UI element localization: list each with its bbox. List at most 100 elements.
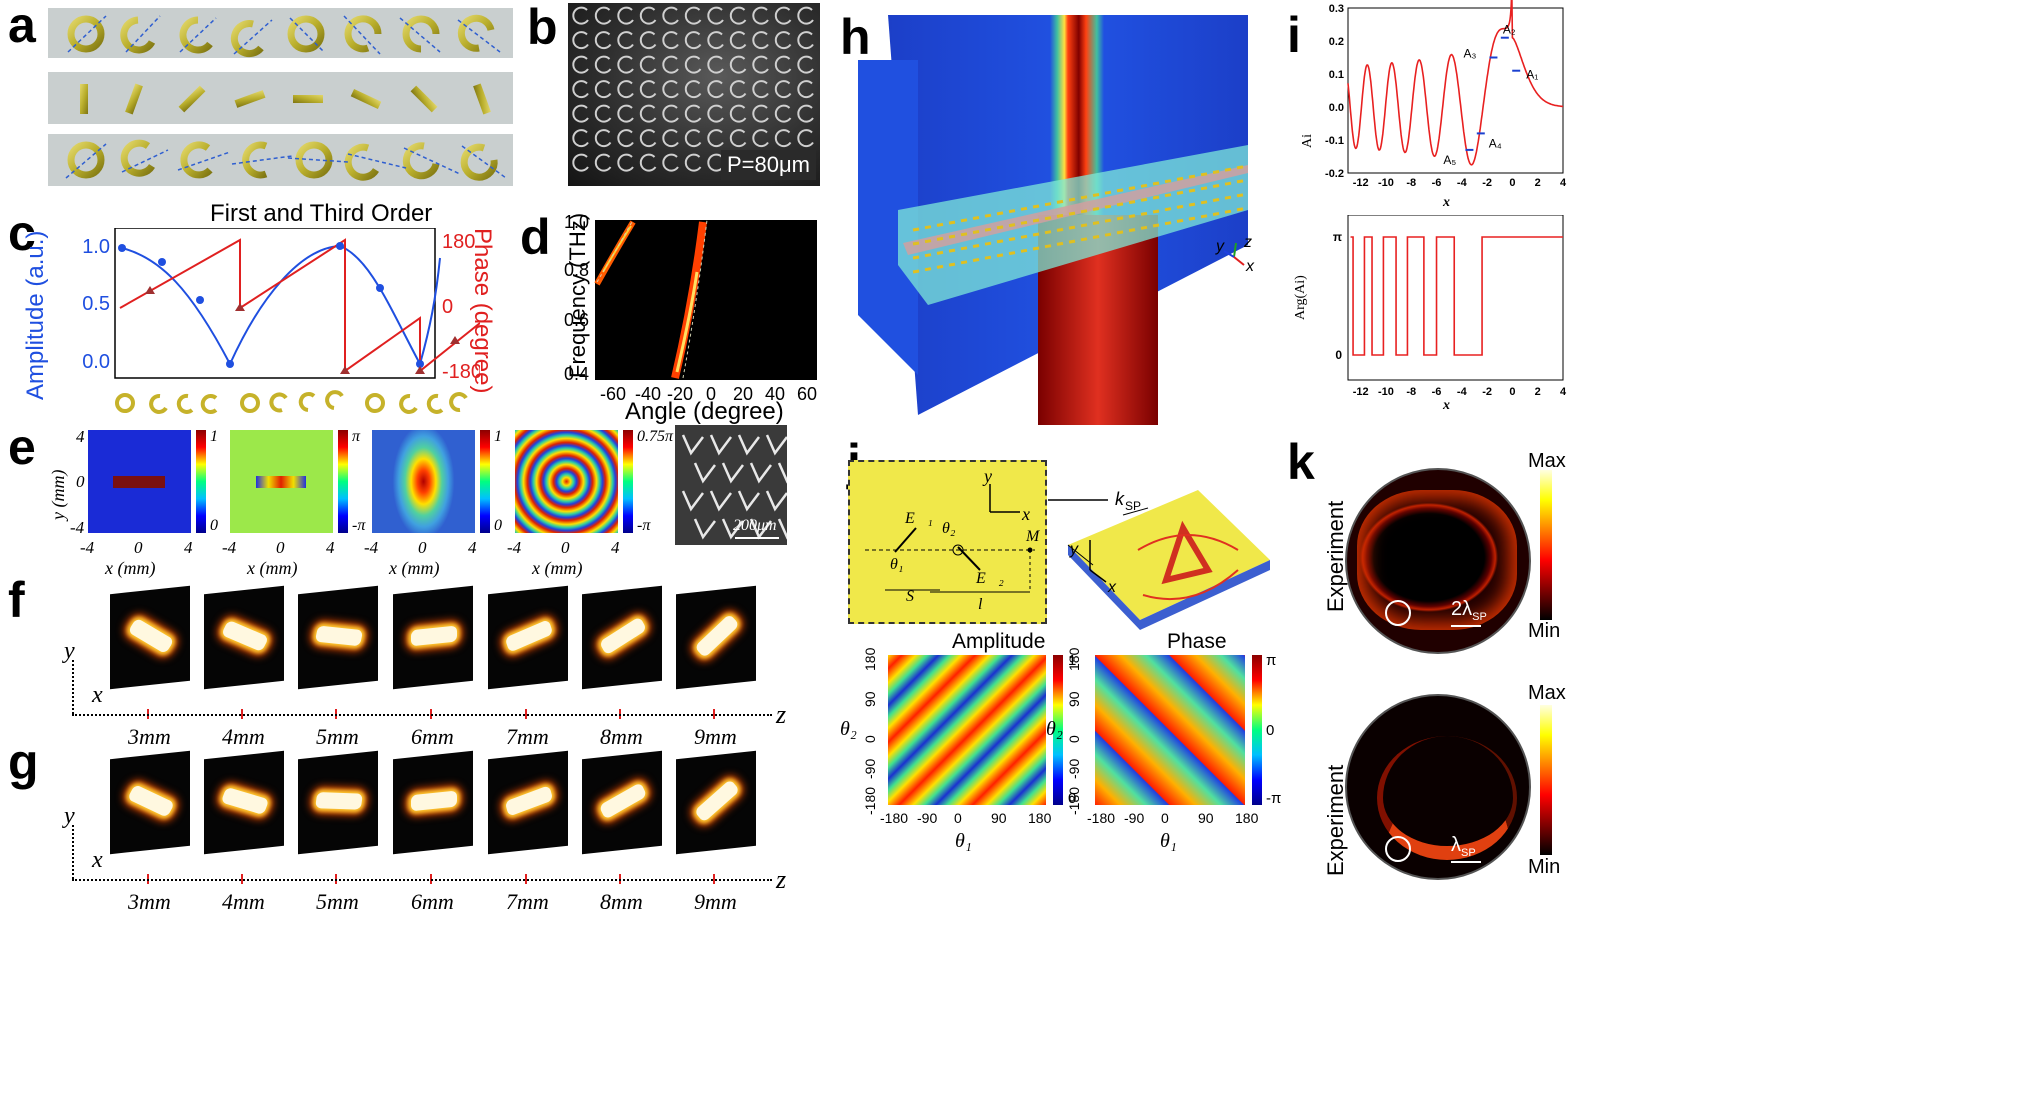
right-tick: 180 — [442, 231, 475, 253]
j-axis-y2: y — [1069, 541, 1079, 558]
e-xtick: -4 — [364, 538, 379, 557]
split-ring — [180, 141, 213, 179]
metasurface-antennas — [912, 165, 1244, 274]
distance-label: 8mm — [600, 724, 643, 749]
e-xtick: 4 — [611, 538, 620, 557]
e-sem-image: 200μm — [675, 425, 787, 545]
i-top-xlabel: x — [1443, 195, 1450, 210]
split-ring — [344, 15, 382, 53]
svg-text:0: 0 — [1509, 386, 1515, 398]
k-experiment-2: λSP — [1345, 694, 1531, 880]
scale-bar — [735, 537, 779, 539]
i-top-ylabel: Ai — [1300, 134, 1315, 148]
k-colorbar-1 — [1540, 470, 1552, 620]
svg-text:0.2: 0.2 — [1329, 36, 1344, 48]
colorbar — [338, 430, 348, 533]
x-tick: -40 — [635, 384, 661, 404]
row-2-bars — [80, 83, 491, 115]
j-ylabel: θ₂ — [840, 718, 857, 740]
cb-tick: 1 — [494, 428, 502, 445]
svg-text:-6: -6 — [1432, 386, 1442, 398]
panel-i-airy-amplitude: 0.3 0.2 0.1 0.0 -0.1 -0.2 -12 -10 -8 -6 -4 -2 0 2 4 A₂ A… — [1325, 0, 1567, 189]
x-tick: 60 — [797, 384, 817, 404]
scale-label: 2λSP — [1451, 598, 1487, 623]
row-1-background — [48, 8, 513, 58]
j-e1: E⃗₁ — [905, 510, 933, 527]
panel-label-d: d — [520, 209, 551, 265]
panel-label-e: e — [8, 419, 36, 475]
j-e2: E⃗₂ — [976, 570, 1004, 587]
j-3d-plasmonic-sketch: k SP y x — [1048, 489, 1270, 630]
split-ring — [402, 142, 440, 180]
split-ring — [120, 139, 155, 177]
row-1-axes — [67, 15, 501, 55]
svg-text:-6: -6 — [1432, 177, 1442, 189]
beam-frame — [110, 585, 190, 690]
row-3-axes — [65, 143, 507, 179]
x-tick: -20 — [667, 384, 693, 404]
svg-text:-0.1: -0.1 — [1325, 135, 1344, 147]
panel-label-c: c — [8, 205, 36, 261]
y-tick: 0.6 — [564, 310, 589, 330]
e-xlabel: x (mm) — [247, 558, 298, 578]
e-xtick: 0 — [134, 538, 143, 557]
scale-label: P=80μm — [721, 150, 816, 180]
phase-markers — [145, 286, 460, 374]
svg-text:4: 4 — [1560, 386, 1567, 398]
split-ring — [295, 141, 333, 179]
amplitude-markers — [118, 242, 424, 368]
x-tick: 0 — [706, 384, 716, 404]
j-k: k — [1115, 489, 1125, 509]
y-tick: 0.4 — [564, 364, 589, 384]
e-map-phase-target — [230, 430, 333, 533]
beam-frame — [393, 585, 473, 690]
svg-text:A₁: A₁ — [1526, 68, 1538, 82]
split-ring — [242, 141, 268, 179]
svg-text:2: 2 — [1535, 177, 1541, 189]
z-axis-line — [72, 714, 772, 716]
j-l: l — [978, 596, 983, 613]
cb-tick: 0 — [1068, 790, 1077, 807]
panel-c-chart: 1.0 0.5 0.0 180 0 -180 — [82, 228, 480, 414]
phase-curve — [119, 238, 480, 374]
z-axis-line — [72, 879, 772, 881]
beam-frame — [298, 585, 378, 690]
e-xtick: 0 — [276, 538, 285, 557]
beam-frame — [676, 585, 756, 690]
distance-label: 5mm — [316, 724, 359, 749]
j-amplitude-map — [888, 655, 1046, 805]
distance-label: 6mm — [411, 889, 454, 914]
e-xtick: 4 — [326, 538, 335, 557]
left-tick: 0.5 — [82, 293, 110, 315]
e-xtick: -4 — [80, 538, 95, 557]
svg-text:-8: -8 — [1406, 177, 1416, 189]
svg-text:2: 2 — [1535, 386, 1541, 398]
distance-label: 8mm — [600, 889, 643, 914]
chart-c-ylabel-left: Amplitude (a.u.) — [22, 230, 49, 400]
e-xtick: 0 — [561, 538, 570, 557]
row-2-background — [48, 72, 513, 124]
chart-d-xlabel: Angle (degree) — [625, 398, 784, 425]
j-diagram-box: y x E⃗₁ θ₂ θ₁ E⃗₂ S l M — [848, 460, 1047, 624]
e-ytick: 0 — [76, 472, 85, 491]
axis-z: z — [1243, 234, 1252, 251]
cb-tick: 0.75π — [637, 428, 674, 445]
e-ytick: -4 — [70, 518, 85, 537]
beam-frame — [488, 585, 568, 690]
svg-text:0.1: 0.1 — [1329, 69, 1344, 81]
axis-y-label: y — [64, 638, 75, 664]
plot-frame — [114, 228, 436, 379]
panel-label-i: i — [1287, 7, 1301, 63]
cb-tick: π — [352, 428, 361, 445]
j-phase-title: Phase — [1167, 630, 1227, 653]
panel-i-airy-phase: π 0 -12 -10 -8 -6 -4 -2 0 2 4 — [1333, 215, 1567, 398]
distance-label: 3mm — [128, 724, 171, 749]
e-xlabel: x (mm) — [532, 558, 583, 578]
cb-max: Max — [1528, 450, 1566, 472]
svg-text:A₄: A₄ — [1489, 136, 1502, 150]
panel-label-k: k — [1287, 434, 1315, 490]
e-xtick: -4 — [222, 538, 237, 557]
svg-text:A₂: A₂ — [1503, 23, 1516, 37]
beam-frame — [393, 750, 473, 855]
split-ring — [230, 20, 264, 58]
